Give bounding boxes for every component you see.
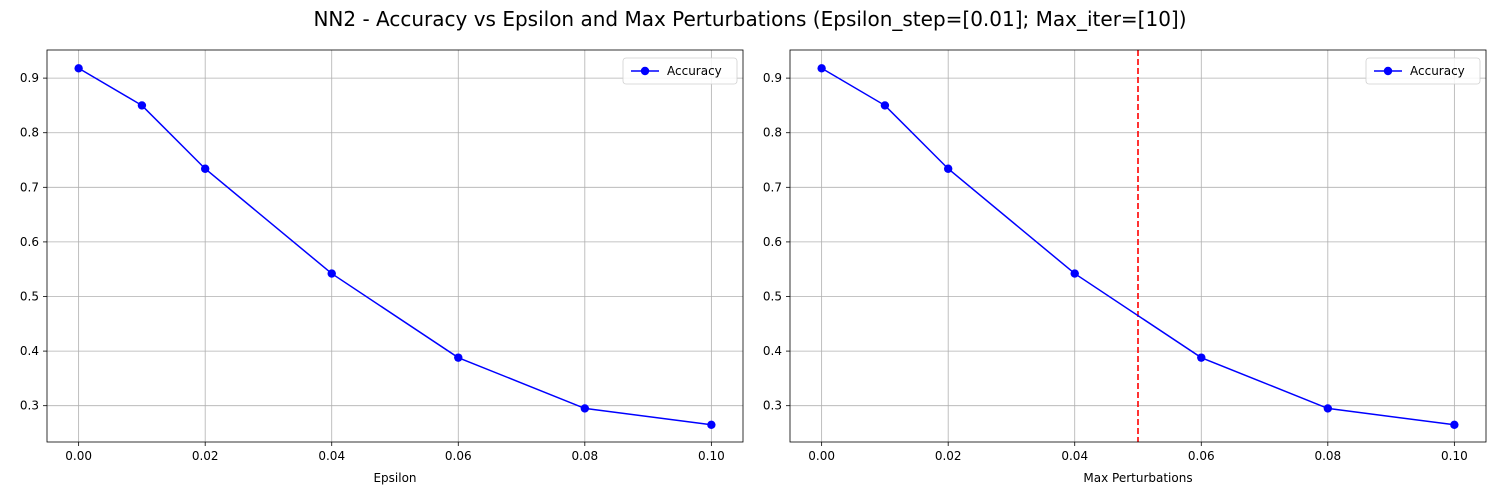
y-tick-label: 0.6: [763, 235, 782, 249]
x-tick-label: 0.00: [65, 449, 92, 463]
x-tick-label: 0.00: [808, 449, 835, 463]
data-point: [454, 353, 463, 362]
y-tick-label: 0.7: [763, 180, 782, 194]
data-point: [327, 269, 336, 278]
data-point: [707, 420, 716, 430]
x-axis-label: Epsilon: [373, 471, 416, 485]
data-point: [1450, 420, 1459, 430]
y-tick-label: 0.6: [20, 235, 39, 249]
data-point: [1070, 269, 1079, 278]
y-tick-label: 0.4: [763, 344, 782, 358]
x-tick-label: 0.02: [192, 449, 219, 463]
x-tick-label: 0.10: [1441, 449, 1468, 463]
data-point: [1323, 404, 1333, 413]
legend-marker-swatch: [640, 66, 650, 76]
right-chart-panel: 0.00 0.02 0.04 0.06 0.08 0.10 0.3 0.4 0.5 0.6 0.7 0…: [763, 49, 1487, 485]
y-tick-label: 0.9: [763, 71, 782, 85]
y-tick-label: 0.8: [20, 126, 39, 140]
data-point: [880, 101, 890, 110]
y-tick-label: 0.5: [763, 290, 782, 304]
x-tick-label: 0.02: [935, 449, 962, 463]
series-line-accuracy: [78, 67, 712, 426]
data-point: [137, 101, 147, 110]
y-tick-label: 0.5: [20, 290, 39, 304]
y-tick-label: 0.3: [763, 399, 782, 413]
x-tick-label: 0.10: [698, 449, 725, 463]
legend-box: [1365, 57, 1481, 85]
series-line-accuracy: [821, 67, 1455, 426]
legend-label: Accuracy: [1410, 64, 1465, 78]
legend-label: Accuracy: [667, 64, 722, 78]
legend-marker-swatch: [1383, 66, 1393, 76]
y-tick-label: 0.8: [763, 126, 782, 140]
y-tick-label: 0.4: [20, 344, 39, 358]
x-tick-label: 0.06: [445, 449, 472, 463]
data-point: [1197, 353, 1206, 362]
data-point: [817, 64, 826, 73]
x-tick-label: 0.06: [1188, 449, 1215, 463]
data-point: [74, 64, 83, 73]
x-tick-label: 0.08: [1314, 449, 1341, 463]
x-axis-label: Max Perturbations: [1083, 471, 1192, 485]
y-tick-label: 0.3: [20, 399, 39, 413]
x-tick-label: 0.08: [571, 449, 598, 463]
y-tick-label: 0.9: [20, 71, 39, 85]
legend: Accuracy: [622, 57, 738, 85]
axes-frame: [46, 49, 744, 443]
x-tick-label: 0.04: [1061, 449, 1088, 463]
legend-box: [622, 57, 738, 85]
axes-frame: [789, 49, 1487, 443]
left-chart-panel: 0.00 0.02 0.04 0.06 0.08 0.10 0.3 0.4 0.5 0.6 0.7 0…: [20, 49, 744, 485]
x-tick-label: 0.04: [318, 449, 345, 463]
figure-suptitle: NN2 - Accuracy vs Epsilon and Max Pertur…: [313, 7, 1186, 31]
data-point: [943, 164, 953, 173]
y-tick-label: 0.7: [20, 180, 39, 194]
legend: Accuracy: [1365, 57, 1481, 85]
data-point: [200, 164, 210, 173]
data-point: [580, 404, 590, 413]
